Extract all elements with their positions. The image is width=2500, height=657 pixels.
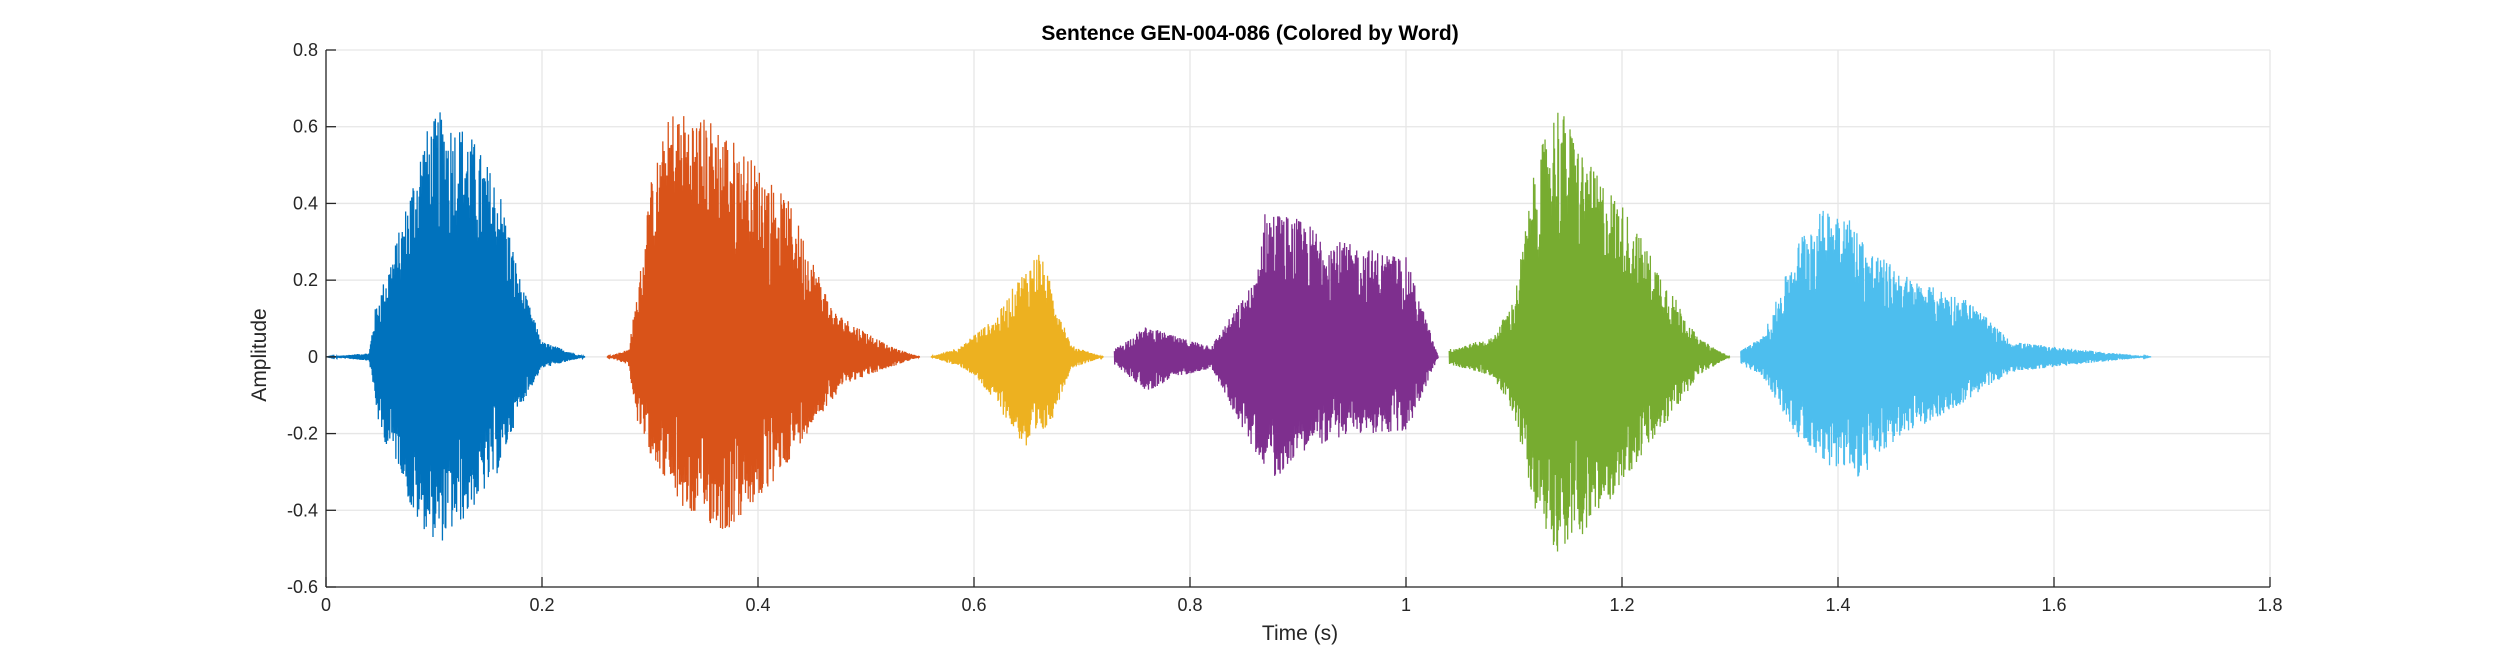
x-tick-label: 0 xyxy=(321,595,331,615)
x-tick-label: 1.4 xyxy=(1825,595,1850,615)
y-tick-label: 0.4 xyxy=(293,193,318,213)
y-tick-label: 0 xyxy=(308,347,318,367)
x-tick-label: 0.4 xyxy=(745,595,770,615)
x-tick-label: 0.6 xyxy=(961,595,986,615)
waveform-word-1 xyxy=(325,112,586,541)
y-tick-label: 0.8 xyxy=(293,40,318,60)
y-tick-label: -0.2 xyxy=(287,424,318,444)
axes: 0 0.2 0.4 0.6 0.8 1 1.2 1.4 1.6 1.8 -0.6 -0.4 -0.2 0 0… xyxy=(287,40,2283,615)
x-tick-label: 1.8 xyxy=(2257,595,2282,615)
y-tick-label: 0.2 xyxy=(293,270,318,290)
x-tick-label: 1 xyxy=(1401,595,1411,615)
waveform-word-3 xyxy=(930,254,1104,446)
y-tick-label: -0.6 xyxy=(287,577,318,597)
x-tick-label: 1.6 xyxy=(2041,595,2066,615)
x-tick-label: 0.8 xyxy=(1177,595,1202,615)
y-tick-label: -0.4 xyxy=(287,500,318,520)
waveform-word-5 xyxy=(1448,112,1731,552)
x-axis-label: Time (s) xyxy=(1262,622,1338,645)
y-axis-label: Amplitude xyxy=(248,308,271,401)
x-tick-label: 0.2 xyxy=(529,595,554,615)
waveform-word-4 xyxy=(1113,214,1439,476)
y-tick-label: 0.6 xyxy=(293,117,318,137)
waveform-word-6 xyxy=(1740,210,2152,477)
chart-title: Sentence GEN-004-086 (Colored by Word) xyxy=(1041,22,1458,45)
x-tick-label: 1.2 xyxy=(1609,595,1634,615)
waveform-series xyxy=(325,112,2152,552)
waveform-word-2 xyxy=(606,116,921,529)
